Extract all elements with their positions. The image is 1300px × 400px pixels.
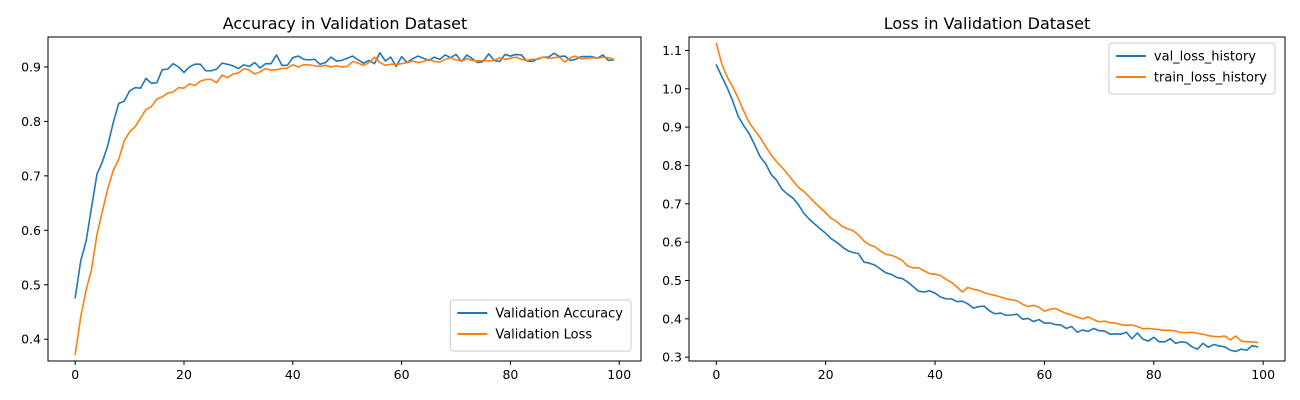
- y-tick-label: 0.3: [662, 350, 682, 365]
- accuracy-chart: Accuracy in Validation Dataset 0 20 40 60 80…: [21, 14, 642, 382]
- loss-chart: Loss in Validation Dataset 0 20 40 60 80 1000…: [662, 14, 1286, 382]
- series-line-val-loss-history: [715, 64, 1259, 353]
- y-tick-label: 0.5: [662, 273, 682, 288]
- accuracy-chart-ticks: 0 20 40 60 80 100 0.4 0.5 0.6 0.7 0.8 0.9: [21, 59, 631, 382]
- x-tick-label: 100: [1251, 367, 1275, 382]
- loss-chart-title: Loss in Validation Dataset: [884, 14, 1091, 33]
- y-tick-label: 1.0: [662, 81, 682, 96]
- x-tick-label: 20: [818, 367, 834, 382]
- series-line-validation-loss: [74, 55, 615, 356]
- legend-label-validation-loss: Validation Loss: [495, 328, 592, 343]
- legend-label-val-loss-history: val_loss_history: [1154, 50, 1256, 65]
- accuracy-chart-plot-area: [74, 51, 615, 356]
- x-tick-label: 80: [502, 367, 518, 382]
- y-tick-label: 0.4: [662, 311, 682, 326]
- loss-chart-ticks: 0 20 40 60 80 100 0.3 0.4 0.5 0.6 0.7 0.8 0.9 1.0 1.1: [662, 43, 1275, 382]
- x-tick-label: 20: [176, 367, 192, 382]
- x-tick-label: 0: [71, 367, 79, 382]
- y-tick-label: 0.4: [21, 332, 41, 347]
- y-tick-label: 0.7: [662, 196, 682, 211]
- loss-chart-legend: val_loss_history train_loss_history: [1108, 42, 1276, 95]
- x-tick-label: 60: [1036, 367, 1052, 382]
- legend-label-validation-accuracy: Validation Accuracy: [495, 307, 623, 322]
- series-line-train-loss-history: [715, 42, 1259, 344]
- y-tick-label: 0.6: [662, 235, 682, 250]
- accuracy-chart-axes-frame: [47, 36, 642, 362]
- y-tick-label: 0.8: [662, 158, 682, 173]
- y-tick-label: 0.9: [662, 120, 682, 135]
- y-tick-label: 0.6: [21, 223, 41, 238]
- y-tick-label: 0.5: [21, 277, 41, 292]
- legend-label-train-loss-history: train_loss_history: [1154, 71, 1267, 86]
- legend-box: [1108, 42, 1276, 95]
- loss-chart-plot-area: [715, 42, 1259, 353]
- y-tick-label: 0.9: [21, 59, 41, 74]
- series-line-validation-accuracy: [74, 51, 615, 299]
- x-tick-label: 60: [394, 367, 410, 382]
- legend-box: [449, 299, 632, 352]
- accuracy-chart-title: Accuracy in Validation Dataset: [223, 14, 468, 33]
- y-tick-label: 0.8: [21, 114, 41, 129]
- y-tick-label: 0.7: [21, 168, 41, 183]
- accuracy-chart-legend: Validation Accuracy Validation Loss: [449, 299, 632, 352]
- x-tick-label: 40: [285, 367, 301, 382]
- x-tick-label: 40: [927, 367, 943, 382]
- loss-chart-axes-frame: [688, 36, 1286, 362]
- y-tick-label: 1.1: [662, 43, 682, 58]
- x-tick-label: 100: [607, 367, 631, 382]
- x-tick-label: 80: [1146, 367, 1162, 382]
- x-tick-label: 0: [712, 367, 720, 382]
